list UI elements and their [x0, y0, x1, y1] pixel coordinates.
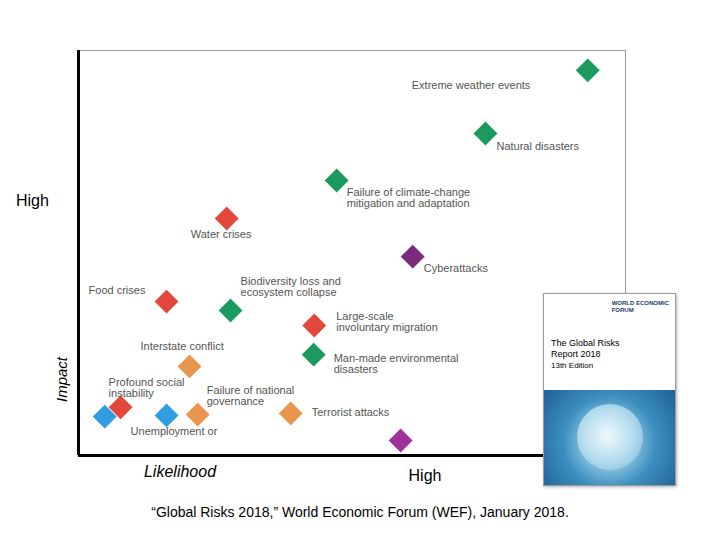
- html-text:“Global Risks 2018,” World Eco: “Global Risks 2018,” World Economic Foru…: [151, 504, 569, 520]
- svg-text:Water crises: Water crises: [191, 228, 252, 240]
- svg-text:Large-scaleinvoluntary migrati: Large-scaleinvoluntary migration: [336, 310, 438, 333]
- svg-text:Food crises: Food crises: [89, 284, 146, 296]
- html-text:High: High: [408, 467, 442, 484]
- svg-text:Failure of nationalgovernance: Failure of nationalgovernance: [207, 384, 294, 407]
- svg-text:Biodiversity loss andecosystem: Biodiversity loss andecosystem collapse: [241, 275, 341, 298]
- svg-text:Failure of climate-changemitig: Failure of climate-changemitigation and …: [347, 186, 471, 209]
- svg-text:Cyberattacks: Cyberattacks: [424, 262, 489, 274]
- html-text:Likelihood: Likelihood: [144, 463, 216, 480]
- svg-text:Profound socialinstability: Profound socialinstability: [109, 376, 185, 399]
- html-text:The Global Risks Report 2018: The Global Risks Report 2018: [551, 338, 620, 359]
- html-text:WORLD ECONOMIC FORUM: WORLD ECONOMIC FORUM: [611, 300, 669, 313]
- svg-text:Natural disasters: Natural disasters: [496, 140, 579, 152]
- svg-text:Interstate conflict: Interstate conflict: [141, 340, 224, 352]
- svg-text:Man-made environmentaldisaster: Man-made environmentaldisasters: [334, 352, 459, 375]
- html-text:Impact: Impact: [52, 357, 70, 402]
- svg-text:Extreme weather events: Extreme weather events: [412, 79, 531, 91]
- html-text:High: High: [16, 192, 49, 209]
- svg-text:Terrorist attacks: Terrorist attacks: [312, 406, 390, 418]
- svg-text:Unemployment or: Unemployment or: [131, 425, 218, 437]
- html-text:13th Edition: 13th Edition: [551, 361, 594, 370]
